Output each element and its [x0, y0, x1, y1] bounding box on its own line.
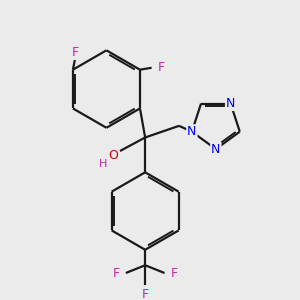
Text: N: N	[187, 125, 196, 138]
Text: O: O	[108, 149, 118, 162]
Text: N: N	[211, 142, 220, 156]
Text: N: N	[226, 97, 235, 110]
Text: F: F	[158, 61, 165, 74]
Text: F: F	[71, 46, 78, 59]
Text: F: F	[112, 268, 120, 281]
Text: H: H	[99, 159, 108, 169]
Text: F: F	[171, 268, 178, 281]
Text: F: F	[142, 288, 149, 300]
